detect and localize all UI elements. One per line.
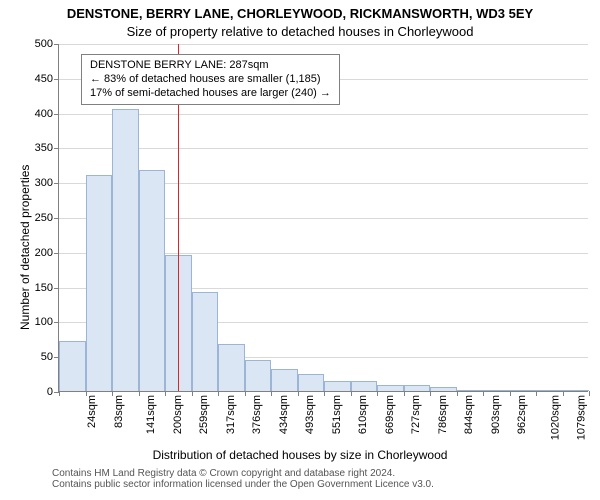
gridline xyxy=(59,44,588,45)
annotation-line: ← 83% of detached houses are smaller (1,… xyxy=(90,73,331,87)
histogram-bar xyxy=(324,381,351,391)
xtick-mark xyxy=(218,391,219,396)
xtick-mark xyxy=(112,391,113,396)
xtick-mark xyxy=(298,391,299,396)
xtick-label: 376sqm xyxy=(251,395,263,434)
histogram-bar xyxy=(192,292,219,391)
ytick-mark xyxy=(54,148,59,149)
histogram-bar xyxy=(510,390,537,391)
xtick-mark xyxy=(59,391,60,396)
ytick-label: 100 xyxy=(35,316,53,328)
chart-subtitle: Size of property relative to detached ho… xyxy=(0,24,600,39)
ytick-mark xyxy=(54,253,59,254)
histogram-chart: DENSTONE, BERRY LANE, CHORLEYWOOD, RICKM… xyxy=(0,0,600,500)
xtick-label: 141sqm xyxy=(145,395,157,434)
xtick-label: 551sqm xyxy=(331,395,343,434)
ytick-label: 450 xyxy=(35,73,53,85)
xtick-mark xyxy=(377,391,378,396)
xtick-label: 669sqm xyxy=(384,395,396,434)
histogram-bar xyxy=(404,385,431,391)
histogram-bar xyxy=(298,374,325,391)
annotation-box: DENSTONE BERRY LANE: 287sqm← 83% of deta… xyxy=(81,54,340,105)
ytick-label: 0 xyxy=(47,386,53,398)
ytick-label: 350 xyxy=(35,142,53,154)
footer-line-1: Contains HM Land Registry data © Crown c… xyxy=(52,468,600,479)
xtick-mark xyxy=(563,391,564,396)
annotation-line: 17% of semi-detached houses are larger (… xyxy=(90,87,331,101)
x-axis-label: Distribution of detached houses by size … xyxy=(0,448,600,462)
xtick-label: 962sqm xyxy=(516,395,528,434)
histogram-bar xyxy=(377,385,404,391)
xtick-mark xyxy=(351,391,352,396)
xtick-mark xyxy=(165,391,166,396)
histogram-bar xyxy=(86,175,113,391)
histogram-bar xyxy=(59,341,86,391)
histogram-bar xyxy=(271,369,298,391)
ytick-label: 300 xyxy=(35,177,53,189)
xtick-label: 24sqm xyxy=(86,395,98,428)
histogram-bar xyxy=(139,170,166,391)
xtick-mark xyxy=(192,391,193,396)
xtick-label: 493sqm xyxy=(304,395,316,434)
histogram-bar xyxy=(430,387,457,391)
ytick-mark xyxy=(54,288,59,289)
xtick-mark xyxy=(404,391,405,396)
histogram-bar xyxy=(563,390,590,391)
ytick-label: 200 xyxy=(35,247,53,259)
xtick-mark xyxy=(510,391,511,396)
histogram-bar xyxy=(351,381,378,391)
y-axis-label: Number of detached properties xyxy=(18,165,32,330)
histogram-bar xyxy=(536,390,563,391)
xtick-mark xyxy=(139,391,140,396)
xtick-mark xyxy=(589,391,590,396)
ytick-label: 150 xyxy=(35,282,53,294)
xtick-label: 1079sqm xyxy=(575,395,587,440)
ytick-mark xyxy=(54,183,59,184)
xtick-mark xyxy=(271,391,272,396)
ytick-label: 400 xyxy=(35,108,53,120)
histogram-bar xyxy=(457,390,484,391)
xtick-label: 1020sqm xyxy=(549,395,561,440)
chart-title: DENSTONE, BERRY LANE, CHORLEYWOOD, RICKM… xyxy=(0,6,600,21)
ytick-mark xyxy=(54,218,59,219)
xtick-label: 200sqm xyxy=(172,395,184,434)
ytick-mark xyxy=(54,322,59,323)
xtick-mark xyxy=(457,391,458,396)
xtick-mark xyxy=(536,391,537,396)
ytick-mark xyxy=(54,44,59,45)
histogram-bar xyxy=(218,344,245,391)
xtick-mark xyxy=(86,391,87,396)
ytick-label: 500 xyxy=(35,38,53,50)
xtick-label: 786sqm xyxy=(437,395,449,434)
xtick-mark xyxy=(430,391,431,396)
xtick-mark xyxy=(245,391,246,396)
xtick-label: 317sqm xyxy=(225,395,237,434)
ytick-label: 50 xyxy=(41,351,53,363)
xtick-label: 434sqm xyxy=(278,395,290,434)
histogram-bar xyxy=(112,109,139,391)
xtick-label: 83sqm xyxy=(113,395,125,428)
xtick-mark xyxy=(324,391,325,396)
ytick-mark xyxy=(54,114,59,115)
attribution-footer: Contains HM Land Registry data © Crown c… xyxy=(52,468,600,490)
xtick-label: 844sqm xyxy=(463,395,475,434)
xtick-label: 903sqm xyxy=(490,395,502,434)
histogram-bar xyxy=(245,360,272,391)
plot-area: 05010015020025030035040045050024sqm83sqm… xyxy=(58,44,588,392)
ytick-mark xyxy=(54,79,59,80)
annotation-line: DENSTONE BERRY LANE: 287sqm xyxy=(90,59,331,73)
xtick-mark xyxy=(483,391,484,396)
xtick-label: 610sqm xyxy=(357,395,369,434)
xtick-label: 727sqm xyxy=(410,395,422,434)
footer-line-2: Contains public sector information licen… xyxy=(52,479,600,490)
xtick-label: 259sqm xyxy=(198,395,210,434)
ytick-label: 250 xyxy=(35,212,53,224)
histogram-bar xyxy=(483,390,510,391)
